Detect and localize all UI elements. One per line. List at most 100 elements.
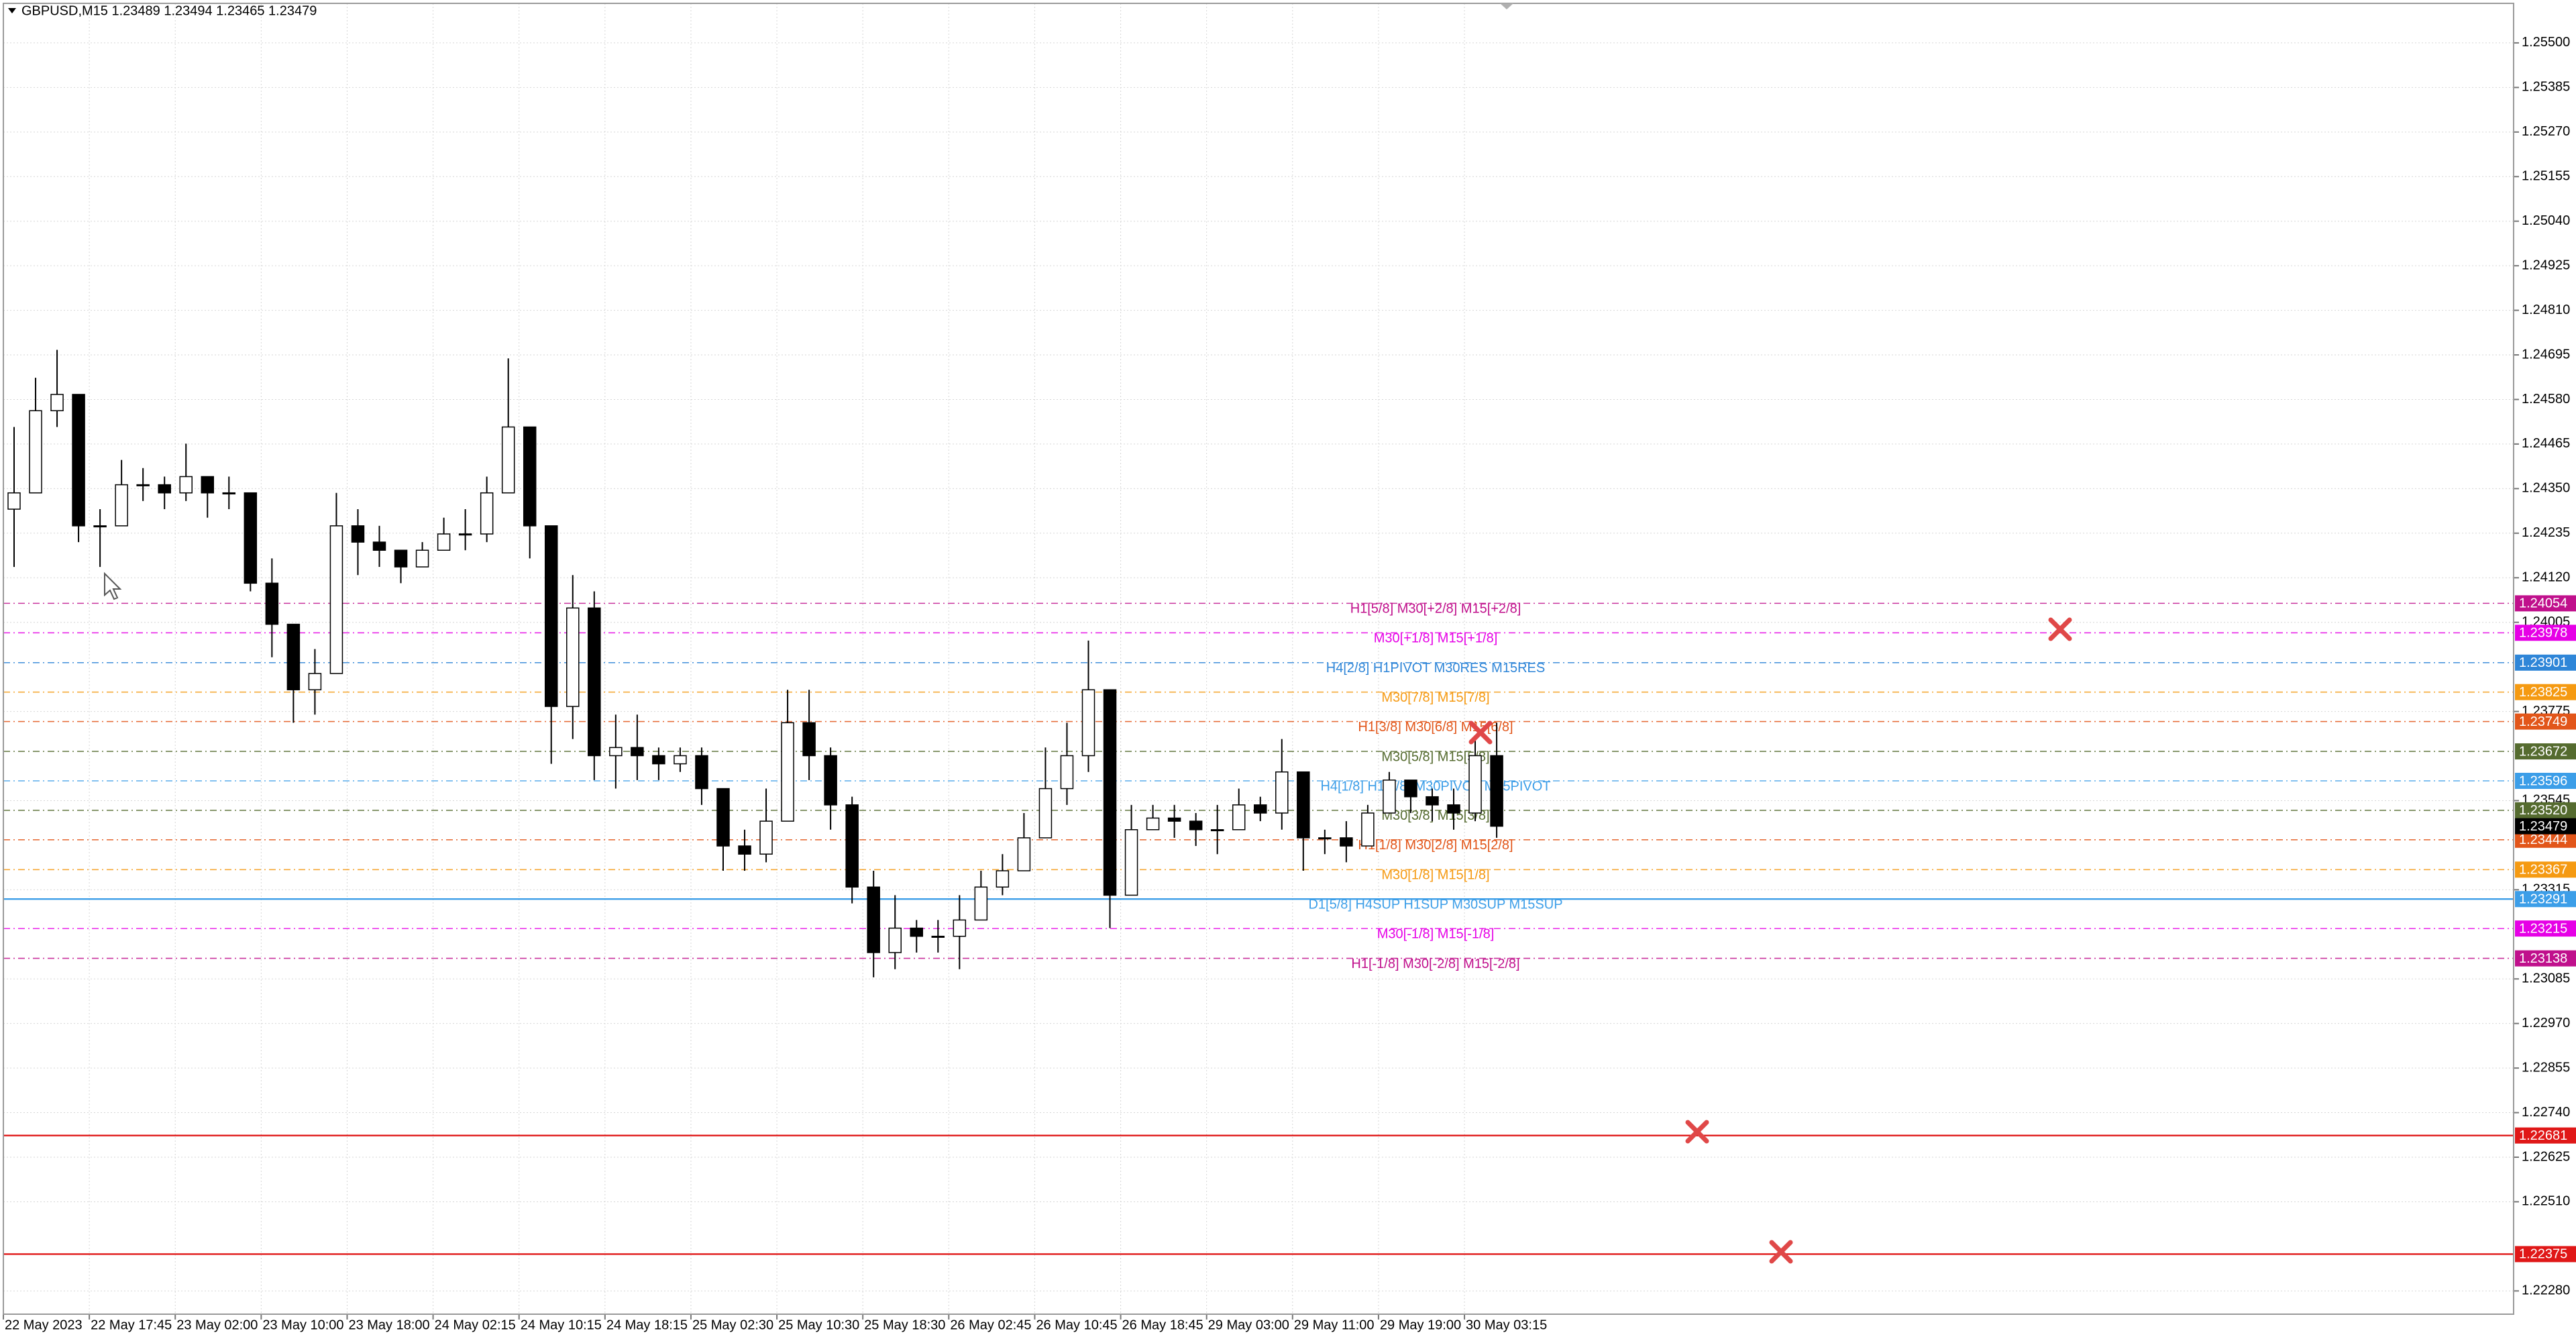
candle-body bbox=[867, 886, 880, 953]
level-tag bbox=[2515, 1246, 2576, 1263]
y-tick-label: 1.25270 bbox=[2522, 124, 2570, 139]
candle-body bbox=[1297, 771, 1310, 839]
y-tick-label: 1.24810 bbox=[2522, 303, 2570, 317]
level-value: 1.23520 bbox=[2519, 803, 2567, 818]
candle-body bbox=[545, 525, 558, 707]
candle-body bbox=[1060, 755, 1074, 790]
order-marker bbox=[1769, 1240, 1793, 1264]
level-label: D1[5/8] H4SUP H1SUP M30SUP M15SUP bbox=[1308, 897, 1562, 912]
x-tick-label: 29 May 03:00 bbox=[1208, 1318, 1289, 1332]
level-value: 1.23825 bbox=[2519, 685, 2567, 700]
order-marker bbox=[1468, 720, 1493, 745]
candle-body bbox=[1146, 817, 1160, 831]
candle-body bbox=[201, 476, 215, 494]
symbol-menu-arrow[interactable] bbox=[8, 8, 16, 13]
level-value: 1.23596 bbox=[2519, 773, 2567, 788]
x-tick-label: 25 May 18:30 bbox=[864, 1318, 945, 1332]
candle-body bbox=[1275, 771, 1289, 814]
level-value: 1.22375 bbox=[2519, 1247, 2567, 1262]
x-tick-label: 30 May 03:15 bbox=[1466, 1318, 1547, 1332]
level-value: 1.23291 bbox=[2519, 892, 2567, 906]
level-tag bbox=[2515, 743, 2576, 760]
shift-marker bbox=[1500, 3, 1513, 9]
x-tick-label: 29 May 11:00 bbox=[1294, 1318, 1375, 1332]
y-tick-label: 1.24580 bbox=[2522, 392, 2570, 407]
y-tick-label: 1.25155 bbox=[2522, 169, 2570, 184]
candle-body bbox=[1404, 780, 1417, 798]
x-tick-label: 29 May 19:00 bbox=[1380, 1318, 1461, 1332]
level-tag bbox=[2515, 625, 2576, 641]
last-price-tag bbox=[2515, 818, 2576, 835]
level-label: H4[2/8] H1PIVOT M30RES M15RES bbox=[1326, 661, 1545, 676]
level-value: 1.22681 bbox=[2519, 1128, 2567, 1143]
level-value: 1.23367 bbox=[2519, 863, 2567, 877]
y-tick-label: 1.22280 bbox=[2522, 1283, 2570, 1298]
level-tag bbox=[2515, 802, 2576, 818]
candle-body bbox=[394, 549, 408, 568]
level-value: 1.23138 bbox=[2519, 951, 2567, 966]
candle-body bbox=[1232, 804, 1246, 831]
level-tag bbox=[2515, 861, 2576, 878]
candle-body bbox=[437, 533, 451, 551]
level-tag bbox=[2515, 654, 2576, 671]
chart-title: GBPUSD,M15 1.23489 1.23494 1.23465 1.234… bbox=[21, 3, 317, 18]
y-tick-label: 1.22625 bbox=[2522, 1149, 2570, 1164]
level-value: 1.23444 bbox=[2519, 833, 2567, 847]
level-label: H1[-1/8] M30[-2/8] M15[-2/8] bbox=[1351, 957, 1519, 971]
level-tag bbox=[2515, 684, 2576, 700]
candle-body bbox=[372, 541, 386, 551]
candle-body bbox=[716, 788, 730, 847]
level-value: 1.23672 bbox=[2519, 744, 2567, 759]
candle-body bbox=[631, 747, 644, 757]
candle-body bbox=[1318, 837, 1332, 840]
level-tag bbox=[2515, 1127, 2576, 1144]
level-label: M30[3/8] M15[3/8] bbox=[1381, 808, 1489, 823]
candle-body bbox=[72, 394, 85, 527]
candle-body bbox=[759, 820, 773, 855]
candle-body bbox=[824, 755, 837, 806]
x-tick-label: 26 May 18:45 bbox=[1122, 1318, 1203, 1332]
y-tick-label: 1.24120 bbox=[2522, 570, 2570, 585]
y-tick-label: 1.24235 bbox=[2522, 525, 2570, 540]
candle-body bbox=[7, 492, 21, 510]
candle-body bbox=[1017, 837, 1031, 871]
order-markers bbox=[1468, 617, 2072, 1264]
level-value: 1.23749 bbox=[2519, 714, 2567, 729]
candle-body bbox=[738, 845, 751, 855]
level-tag bbox=[2515, 891, 2576, 908]
candle-body bbox=[265, 582, 279, 625]
candle-body bbox=[566, 607, 580, 707]
candle-body bbox=[1103, 689, 1117, 896]
candle-body bbox=[845, 804, 859, 888]
last-price-value: 1.23479 bbox=[2519, 819, 2567, 834]
x-tick-label: 24 May 10:15 bbox=[521, 1318, 602, 1332]
x-tick-label: 22 May 2023 bbox=[5, 1318, 83, 1332]
level-label: M30[7/8] M15[7/8] bbox=[1381, 690, 1489, 705]
candle-body bbox=[93, 525, 107, 528]
level-label: H1[1/8] M30[2/8] M15[2/8] bbox=[1358, 838, 1513, 853]
level-label: M30[+1/8] M15[+1/8] bbox=[1374, 631, 1498, 646]
level-tag bbox=[2515, 920, 2576, 937]
level-value: 1.23215 bbox=[2519, 921, 2567, 936]
candle-body bbox=[1167, 817, 1181, 822]
candle-body bbox=[179, 476, 193, 494]
x-tick-label: 25 May 10:30 bbox=[778, 1318, 859, 1332]
plot-frame bbox=[3, 3, 2514, 1315]
x-tick-label: 25 May 02:30 bbox=[692, 1318, 773, 1332]
level-tag bbox=[2515, 831, 2576, 848]
candle-body bbox=[674, 755, 687, 765]
level-tag bbox=[2515, 713, 2576, 730]
candle-body bbox=[308, 673, 322, 690]
candle-body bbox=[222, 492, 236, 494]
level-value: 1.24054 bbox=[2519, 596, 2567, 611]
candle-body bbox=[695, 755, 708, 790]
y-tick-label: 1.22970 bbox=[2522, 1016, 2570, 1030]
level-tag bbox=[2515, 950, 2576, 967]
candle-body bbox=[953, 919, 967, 937]
candles bbox=[7, 350, 1503, 977]
level-value: 1.23901 bbox=[2519, 655, 2567, 670]
level-label: H4[1/8] H1[2/8] M30PIVOT M15PIVOT bbox=[1320, 779, 1550, 794]
y-tick-label: 1.24350 bbox=[2522, 481, 2570, 496]
